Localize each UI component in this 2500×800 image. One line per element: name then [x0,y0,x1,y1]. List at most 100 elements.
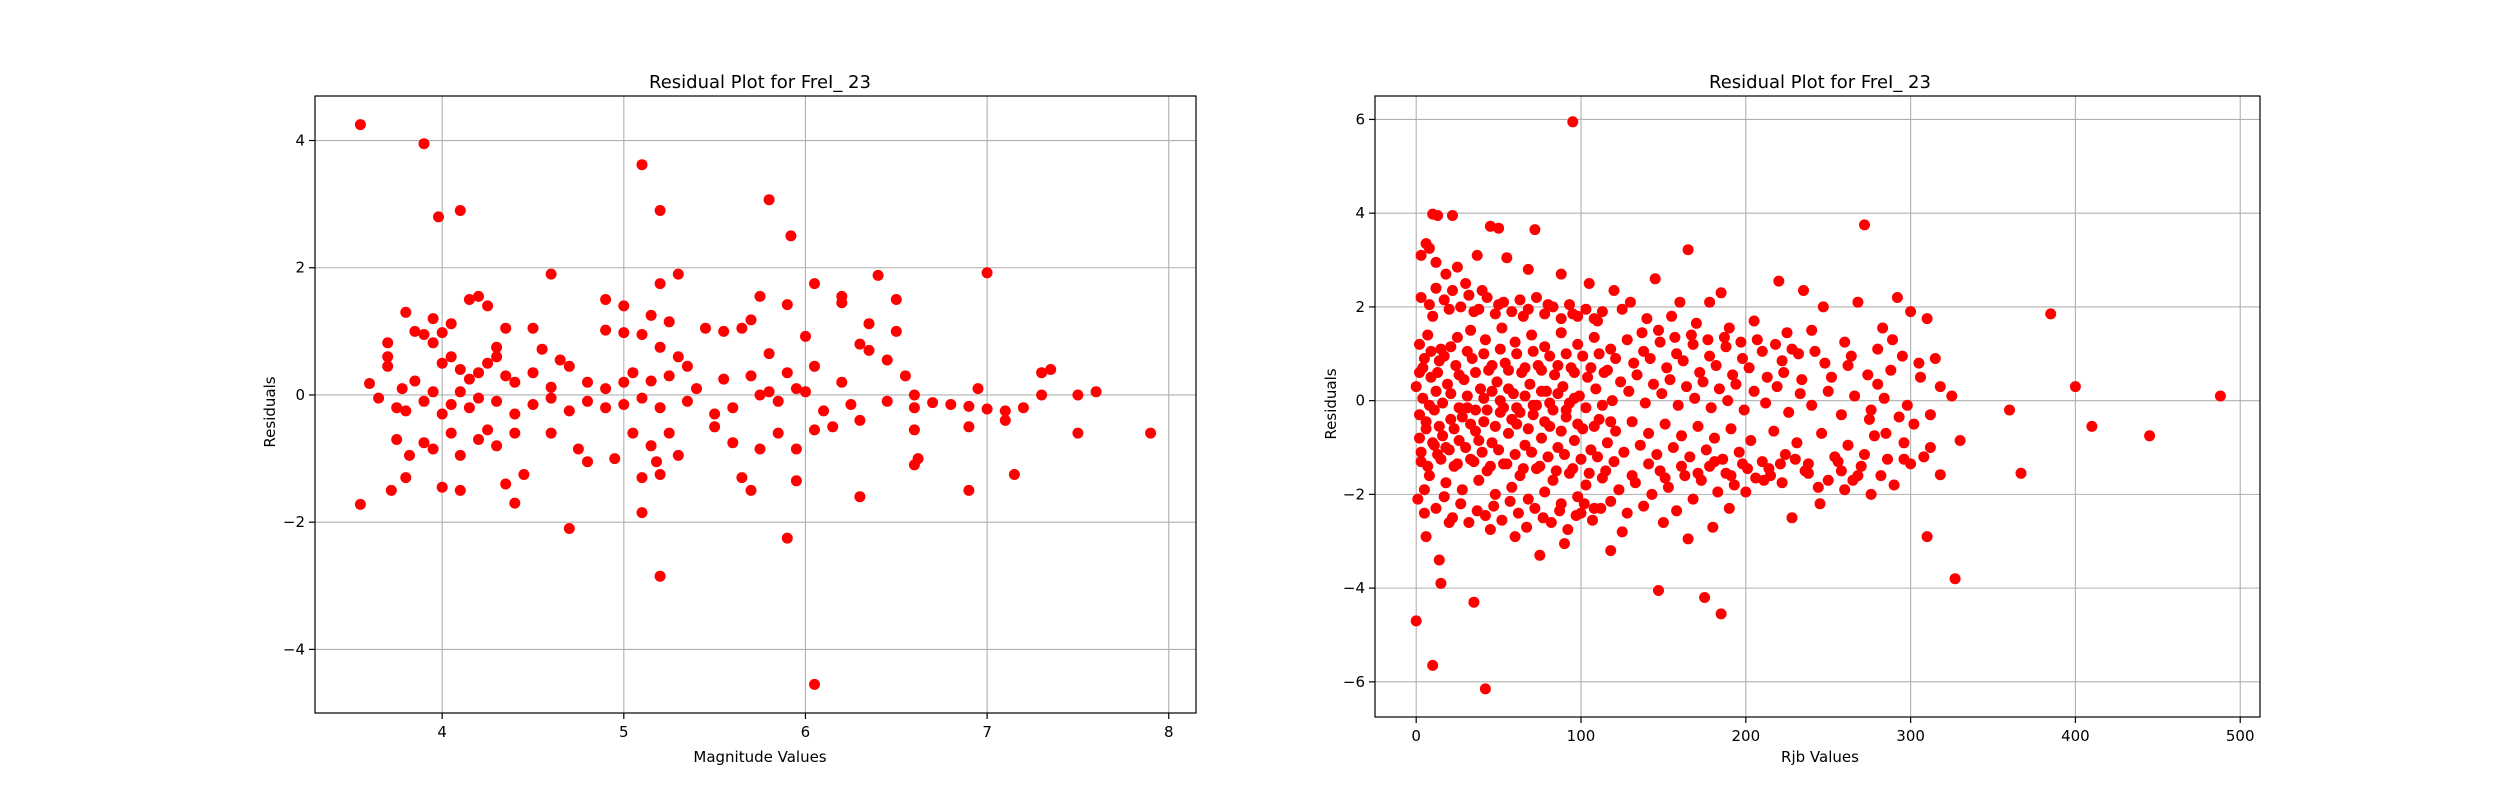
data-point [1479,510,1491,521]
data-point [1438,294,1450,306]
data-point [1486,360,1498,371]
data-point [1501,458,1513,470]
x-tick-label: 8 [1164,723,1174,741]
data-point [1539,308,1551,320]
data-point [1872,378,1884,390]
data-point [563,523,575,534]
data-point [1544,397,1556,409]
data-point [654,278,666,290]
data-point [1568,367,1580,378]
data-point [1529,224,1541,236]
data-point [790,475,802,487]
data-point [1536,385,1547,397]
y-axis-label: Residuals [1322,368,1340,439]
data-point [1667,442,1679,453]
x-tick-label: 200 [1731,727,1760,745]
y-tick-label: −6 [1343,673,1365,691]
data-point [554,354,566,366]
data-point [636,392,648,404]
data-point [836,376,848,388]
data-point [645,309,657,321]
data-point [1435,453,1447,465]
data-point [445,351,457,363]
data-point [754,389,766,401]
data-point [1628,357,1640,369]
data-point [1593,348,1605,360]
data-point [454,449,466,461]
data-point [1489,488,1501,500]
data-point [863,318,875,330]
data-point [1453,369,1465,381]
data-point [1778,367,1790,378]
data-point [1646,488,1658,500]
data-point [1624,296,1636,308]
data-point [1511,348,1523,360]
data-point [1432,367,1444,378]
data-point [1564,299,1575,311]
data-point [473,290,484,302]
data-point [1615,376,1627,388]
data-point [1713,383,1725,395]
data-point [1865,488,1877,500]
data-point [654,402,666,414]
data-point [1908,418,1920,430]
data-point [1776,477,1788,489]
data-point [1511,402,1523,414]
data-point [1423,399,1435,411]
data-point [1634,439,1646,451]
data-point [1880,427,1892,439]
data-point [809,278,820,290]
data-point [1918,451,1930,463]
data-point [663,316,675,328]
y-tick-label: 0 [1355,392,1365,410]
data-point [1768,425,1780,437]
data-point [1509,531,1521,543]
data-point [1578,498,1590,510]
data-point [1733,446,1745,458]
data-point [745,484,757,496]
x-axis-label: Rjb Values [1781,748,1859,766]
data-point [1422,460,1434,472]
data-point [654,205,666,216]
data-point [1414,338,1425,350]
data-point [1669,331,1681,343]
data-point [1671,505,1683,517]
data-point [1809,345,1821,357]
data-point [1773,275,1785,287]
data-point [754,290,766,302]
data-point [609,453,621,465]
data-point [1412,493,1424,505]
data-point [1448,423,1460,435]
data-point [1450,360,1462,371]
data-point [636,507,648,519]
data-point [1664,374,1676,386]
data-point [1587,514,1598,526]
data-point [1720,341,1732,353]
data-point [1737,353,1748,364]
data-point [1555,327,1567,339]
data-point [1420,531,1432,543]
data-point [1751,334,1763,346]
data-point [1414,432,1425,444]
data-point [1760,397,1772,409]
data-point [1806,324,1818,336]
data-point [1822,385,1834,397]
data-point [1437,430,1449,442]
data-point [1799,465,1811,477]
data-point [600,294,612,305]
data-point [454,364,466,375]
data-point [1555,268,1567,280]
data-point [1786,512,1798,524]
data-point [1676,460,1687,472]
data-point [545,381,557,393]
data-point [1437,397,1449,409]
data-point [781,299,793,311]
data-point [445,427,457,439]
data-point [1008,469,1020,480]
data-point [1929,353,1941,364]
data-point [2015,467,2027,479]
data-point [1555,425,1567,437]
data-point [1643,458,1655,470]
data-point [1631,369,1643,381]
data-point [1905,306,1917,318]
